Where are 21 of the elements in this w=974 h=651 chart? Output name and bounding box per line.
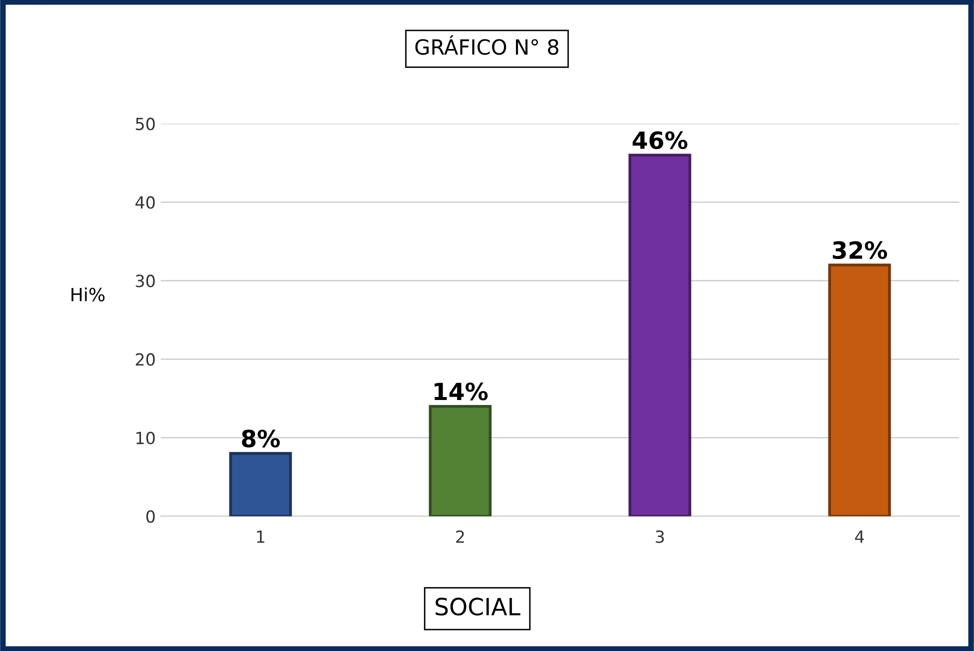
- data-label: 32%: [832, 241, 888, 260]
- y-tick-label: 50: [136, 118, 155, 130]
- y-tick-label: 10: [136, 432, 155, 444]
- bar: [428, 404, 492, 516]
- y-tick-label: 40: [135, 196, 155, 209]
- bar: [628, 154, 692, 516]
- chart-title: GRÁFICO N° 8: [415, 35, 558, 55]
- bar: [828, 264, 891, 516]
- x-tick-label: 3: [656, 530, 664, 544]
- data-label: 46%: [632, 131, 688, 150]
- x-tick-label: 1: [257, 530, 264, 543]
- y-axis-title: Hi%: [72, 287, 105, 302]
- data-label: 8%: [242, 430, 280, 448]
- y-tick-label: 20: [136, 353, 155, 366]
- data-label: 14%: [434, 382, 488, 400]
- y-tick-label: 30: [136, 274, 155, 288]
- y-tick-label: 0: [146, 510, 155, 523]
- x-tick-label: 4: [855, 530, 864, 543]
- x-axis-title: SOCIAL: [436, 598, 520, 616]
- x-tick-label: 2: [456, 530, 464, 543]
- bar: [229, 452, 292, 516]
